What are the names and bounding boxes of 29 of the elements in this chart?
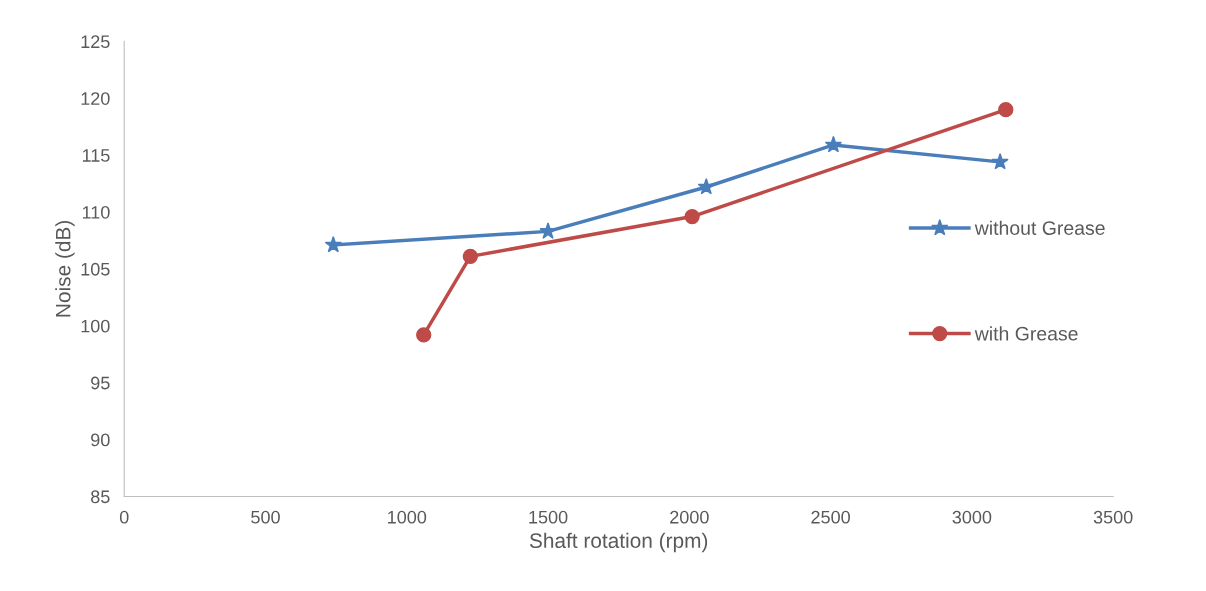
y-tick-label: 110 <box>82 205 110 219</box>
y-tick-label: 105 <box>81 262 110 276</box>
legend-label: with Grease <box>974 326 1078 341</box>
y-tick-label: 90 <box>91 433 110 447</box>
x-tick-label: 0 <box>119 510 129 524</box>
point <box>462 248 478 265</box>
point <box>684 208 700 225</box>
x-tick-label: 500 <box>251 510 280 524</box>
y-tick-label: 85 <box>91 490 110 504</box>
y-axis-title: Noise (dB) <box>55 220 75 317</box>
x-axis-title: Shaft rotation (rpm) <box>529 532 708 553</box>
point <box>998 101 1014 118</box>
x-tick-label: 1000 <box>388 510 427 524</box>
x-tick-label: 3500 <box>1093 510 1133 524</box>
point <box>824 135 843 153</box>
x-tick-label: 3000 <box>952 510 992 524</box>
y-tick-label: 120 <box>81 92 110 105</box>
point <box>324 235 342 253</box>
y-tick-label: 95 <box>91 376 110 390</box>
point <box>697 177 715 195</box>
legend-label: without Grease <box>974 220 1105 235</box>
x-tick-label: 2000 <box>670 510 709 524</box>
point <box>991 152 1009 170</box>
y-tick-label: 115 <box>82 149 110 162</box>
y-tick-label: 125 <box>81 35 110 49</box>
y-tick-label: 100 <box>81 319 110 333</box>
x-tick-label: 1500 <box>529 510 568 524</box>
x-tick-label: 2500 <box>811 510 850 524</box>
point <box>416 327 432 343</box>
